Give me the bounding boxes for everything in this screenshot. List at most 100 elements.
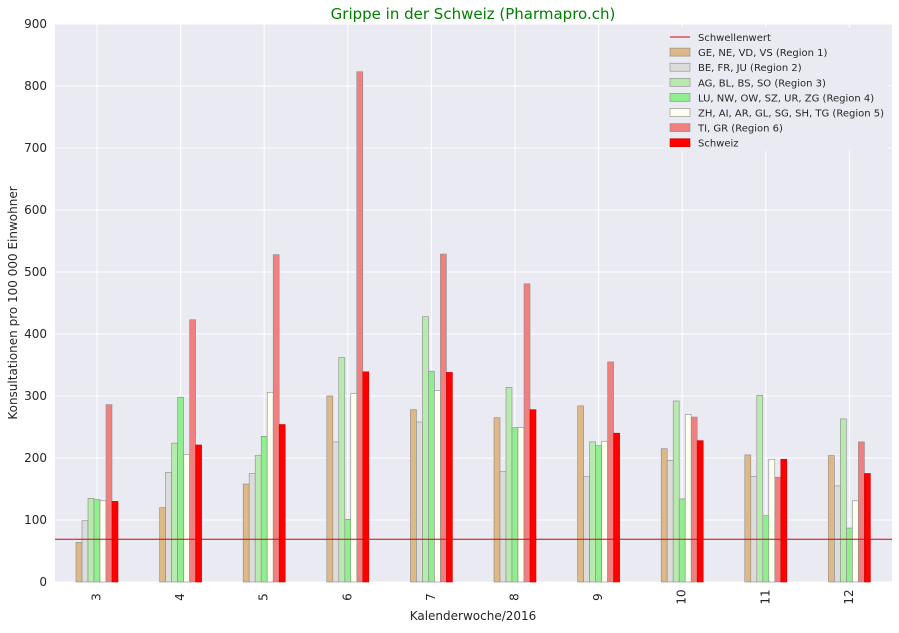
bar-7-week-4 [195,444,202,583]
bar-3-week-7 [422,316,429,583]
bar-5-week-10 [684,414,692,583]
bar-4-week-11 [762,515,770,583]
bar-6-week-12 [858,441,865,583]
x-tick-label: 10 [675,589,689,604]
legend-swatch-3 [669,78,691,87]
x-tick-label: 12 [842,589,856,604]
bar-5-week-5 [266,391,274,583]
x-tick-label: 5 [257,593,271,601]
bar-7-week-10 [696,440,704,583]
legend-label-3: AG, BL, BS, SO (Region 3) [698,78,826,89]
y-axis-label: Konsultationen pro 100 000 Einwohner [6,186,20,419]
legend-background [664,28,888,151]
bar-4-week-5 [260,435,268,583]
y-tick-label: 0 [39,575,47,589]
bar-7-week-11 [780,458,788,583]
y-tick-label: 500 [24,265,47,279]
bar-1-week-3 [75,542,83,583]
x-axis-label: Kalenderwoche/2016 [410,609,537,623]
x-tick-label: 11 [758,589,772,604]
bar-5-week-3 [99,500,107,583]
bar-7-week-5 [278,424,286,583]
bar-2-week-7 [416,421,423,583]
bar-1-week-9 [577,405,584,583]
bar-2-week-4 [165,471,172,583]
bar-6-week-6 [356,71,364,583]
y-tick-label: 100 [24,513,47,527]
bar-2-week-10 [666,460,674,583]
bar-1-week-10 [660,448,668,583]
bar-1-week-4 [159,507,166,583]
y-tick-label: 600 [24,203,47,217]
bar-7-week-8 [529,409,537,583]
bar-2-week-3 [81,520,89,583]
bar-3-week-10 [672,400,680,583]
bar-2-week-5 [248,473,256,583]
bar-1-week-11 [744,454,752,583]
x-tick-label: 3 [90,593,104,601]
bar-3-week-4 [171,442,178,583]
bar-5-week-6 [350,393,358,583]
legend-label-6: TI, GR (Region 6) [697,124,783,135]
bar-6-week-5 [272,254,280,583]
legend-label-2: BE, FR, JU (Region 2) [698,63,802,74]
x-tick-label: 9 [591,593,605,601]
y-tick-label: 900 [24,17,47,31]
bar-3-week-3 [87,497,95,583]
bar-6-week-7 [440,253,447,583]
y-axis-ticks: 0 100 200 300 400 500 600 700 800 900 [24,17,47,589]
y-tick-label: 200 [24,451,47,465]
bar-4-week-4 [177,396,184,583]
bar-7-week-7 [446,372,453,583]
bar-1-week-7 [410,409,417,583]
y-tick-label: 300 [24,389,47,403]
legend-swatch-6 [669,123,691,132]
x-tick-label: 4 [173,593,187,601]
bar-5-week-9 [601,440,608,583]
y-tick-label: 800 [24,79,47,93]
bar-3-week-11 [756,395,764,583]
legend-label-7: Schweiz [698,139,739,150]
bar-7-week-3 [111,501,119,583]
legend: Schwellenwert GE, NE, VD, VS (Region 1) BE… [664,28,888,151]
bar-1-week-8 [493,417,501,583]
bar-2-week-6 [332,441,340,583]
legend-label-4: LU, NW, OW, SZ, UR, ZG (Region 4) [698,93,874,104]
bar-2-week-11 [750,476,758,583]
y-tick-label: 400 [24,327,47,341]
legend-swatch-2 [669,62,691,72]
bar-1-week-12 [828,455,835,583]
bar-7-week-9 [613,432,620,583]
bar-6-week-3 [105,404,113,583]
x-tick-label: 7 [424,593,438,601]
bar-3-week-12 [840,418,847,583]
legend-swatch-1 [669,47,691,57]
bar-6-week-10 [690,416,698,583]
bar-3-week-6 [338,357,346,583]
bar-3-week-5 [254,455,262,583]
bar-2-week-9 [583,476,590,583]
bar-2-week-12 [834,485,841,583]
bar-5-week-7 [434,390,441,583]
bar-4-week-9 [595,445,602,583]
bar-6-week-4 [189,319,196,583]
bar-4-week-3 [93,499,101,583]
legend-label-1: GE, NE, VD, VS (Region 1) [698,48,828,59]
legend-swatch-5 [669,108,691,117]
y-tick-label: 700 [24,141,47,155]
bar-7-week-6 [362,371,370,583]
legend-swatch-7 [669,138,691,147]
legend-label-threshold: Schwellenwert [698,33,771,44]
bar-7-week-12 [864,473,871,583]
legend-label-5: ZH, AI, AR, GL, SG, SH, TG (Region 5) [698,109,884,120]
bar-5-week-12 [852,500,859,583]
bar-5-week-4 [183,453,190,583]
bar-4-week-10 [678,498,686,583]
bar-6-week-8 [523,283,531,583]
chart-title: Grippe in der Schweiz (Pharmapro.ch) [331,5,616,23]
x-tick-label: 8 [508,593,522,601]
x-axis-ticks: 3 4 5 6 7 8 9 10 11 12 [90,589,856,604]
bars [75,71,871,583]
